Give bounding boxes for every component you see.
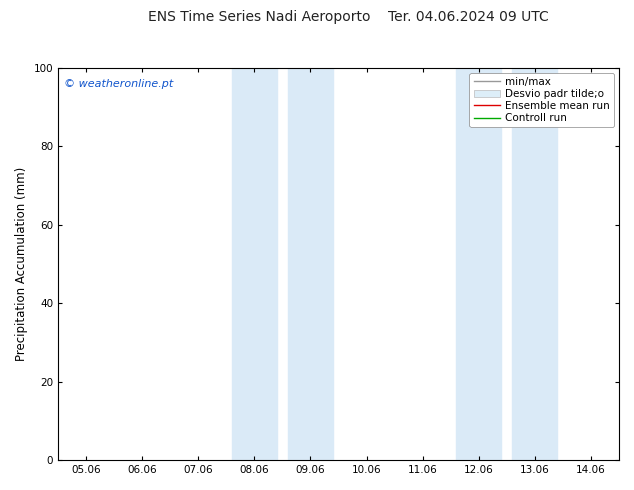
Text: ENS Time Series Nadi Aeroporto    Ter. 04.06.2024 09 UTC: ENS Time Series Nadi Aeroporto Ter. 04.0… bbox=[148, 10, 549, 24]
Bar bbox=[456, 68, 501, 460]
Y-axis label: Precipitation Accumulation (mm): Precipitation Accumulation (mm) bbox=[15, 167, 28, 361]
Bar bbox=[232, 68, 277, 460]
Legend: min/max, Desvio padr tilde;o, Ensemble mean run, Controll run: min/max, Desvio padr tilde;o, Ensemble m… bbox=[469, 73, 614, 127]
Bar bbox=[288, 68, 333, 460]
Bar bbox=[512, 68, 557, 460]
Text: © weatheronline.pt: © weatheronline.pt bbox=[63, 79, 173, 89]
